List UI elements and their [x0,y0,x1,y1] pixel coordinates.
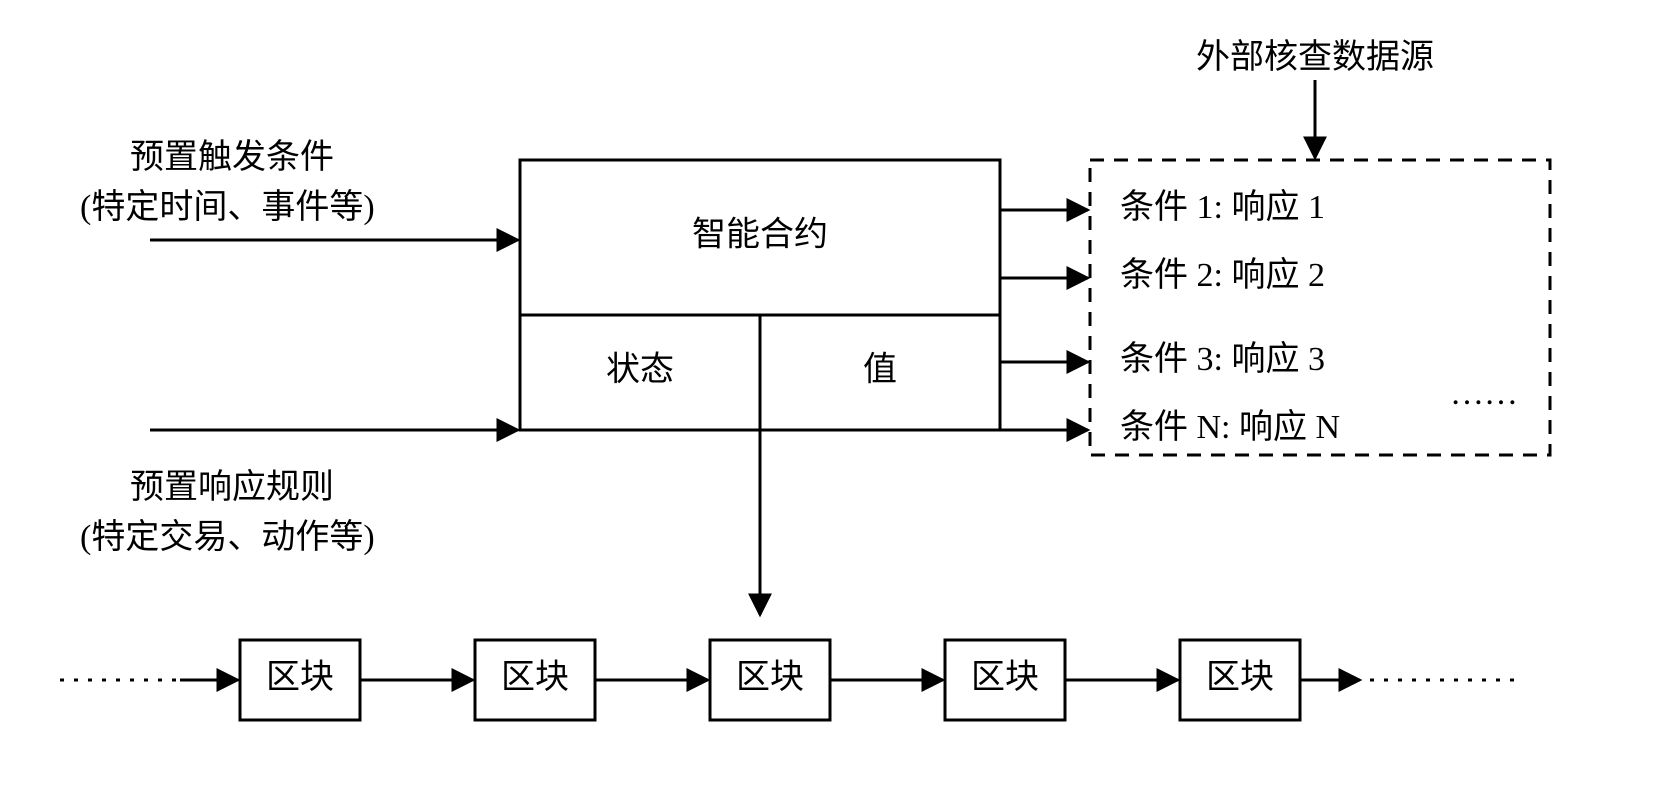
block-label: 区块 [971,659,1039,696]
block-label: 区块 [501,659,569,696]
response-label: 预置响应规则 [130,468,334,506]
conditions-ellipsis: …… [1450,375,1518,412]
response-label-sub: (特定交易、动作等) [80,518,375,556]
condition-row: 条件 N: 响应 N [1120,408,1340,446]
condition-row: 条件 3: 响应 3 [1120,340,1325,378]
trigger-label: 预置触发条件 [130,138,334,176]
state-label: 状态 [606,350,674,388]
block-label: 区块 [266,659,334,696]
smart-contract-diagram: 外部核查数据源智能合约状态 值 条件 1: 响应 1 条件 2: 响应 2 条件 3: … [0,0,1672,795]
trigger-label-sub: (特定时间、事件等) [80,188,375,226]
contract-label: 智能合约 [692,215,828,253]
condition-row: 条件 2: 响应 2 [1120,256,1325,294]
value-label: 值 [863,350,897,388]
block-label: 区块 [1206,659,1274,696]
block-label: 区块 [736,659,804,696]
condition-row: 条件 1: 响应 1 [1120,188,1325,226]
external-source-label: 外部核查数据源 [1196,38,1434,76]
